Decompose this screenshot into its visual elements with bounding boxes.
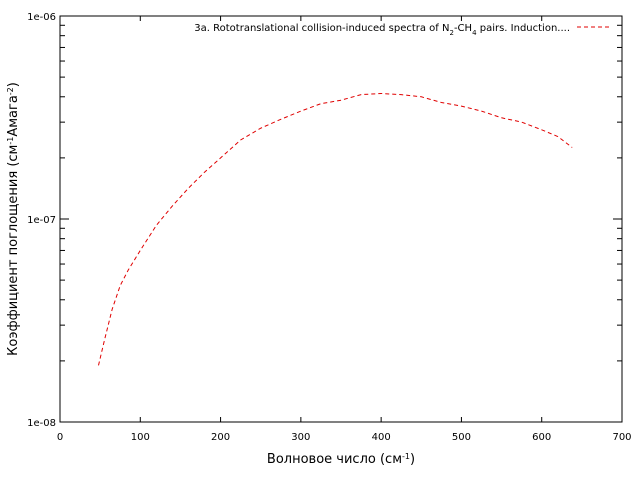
x-axis-title-sup: -1 xyxy=(402,452,410,461)
x-axis-title: Волновое число (см-1) xyxy=(267,452,415,468)
y-axis-title-text: Коэффициент поглощения (см xyxy=(6,145,21,356)
x-tick-label: 100 xyxy=(131,432,150,443)
legend: 3a. Rototranslational collision-induced … xyxy=(194,23,612,37)
legend-text-a: 3a. Rototranslational collision-induced … xyxy=(194,23,449,34)
x-axis-title-end: ) xyxy=(410,452,415,467)
legend-entry-label: 3a. Rototranslational collision-induced … xyxy=(194,23,570,37)
x-tick-label: 400 xyxy=(372,432,391,443)
legend-text-sub2: 4 xyxy=(472,29,477,37)
y-tick-label: 1e-08 xyxy=(27,418,56,429)
y-tick-label: 1e-06 xyxy=(27,12,56,23)
y-tick-label: 1e-07 xyxy=(27,215,56,226)
legend-text-c: pairs. Induction.... xyxy=(477,23,570,34)
y-axis-title-sup1: -1 xyxy=(6,137,15,145)
y-axis-title-end: ) xyxy=(6,82,21,87)
x-axis: 0 100 200 300 400 500 600 700 xyxy=(57,16,632,443)
x-tick-label: 700 xyxy=(612,432,631,443)
legend-text-sub1: 2 xyxy=(449,29,453,37)
y-axis-title-sup2: -2 xyxy=(6,87,15,95)
y-axis: 1e-08 1e-07 1e-06 xyxy=(27,12,622,429)
y-axis-title: Коэффициент поглощения (см-1Амага-2) xyxy=(6,82,22,356)
series-line xyxy=(98,92,573,366)
x-tick-label: 200 xyxy=(211,432,230,443)
x-tick-label: 0 xyxy=(57,432,63,443)
x-tick-label: 500 xyxy=(452,432,471,443)
x-tick-label: 600 xyxy=(532,432,551,443)
y-axis-title-mid: Амага xyxy=(6,95,21,136)
legend-text-b: -CH xyxy=(454,23,472,34)
series-layer xyxy=(98,92,573,366)
plot-frame xyxy=(59,15,623,423)
x-axis-title-text: Волновое число (см xyxy=(267,452,402,467)
x-tick-label: 300 xyxy=(291,432,310,443)
